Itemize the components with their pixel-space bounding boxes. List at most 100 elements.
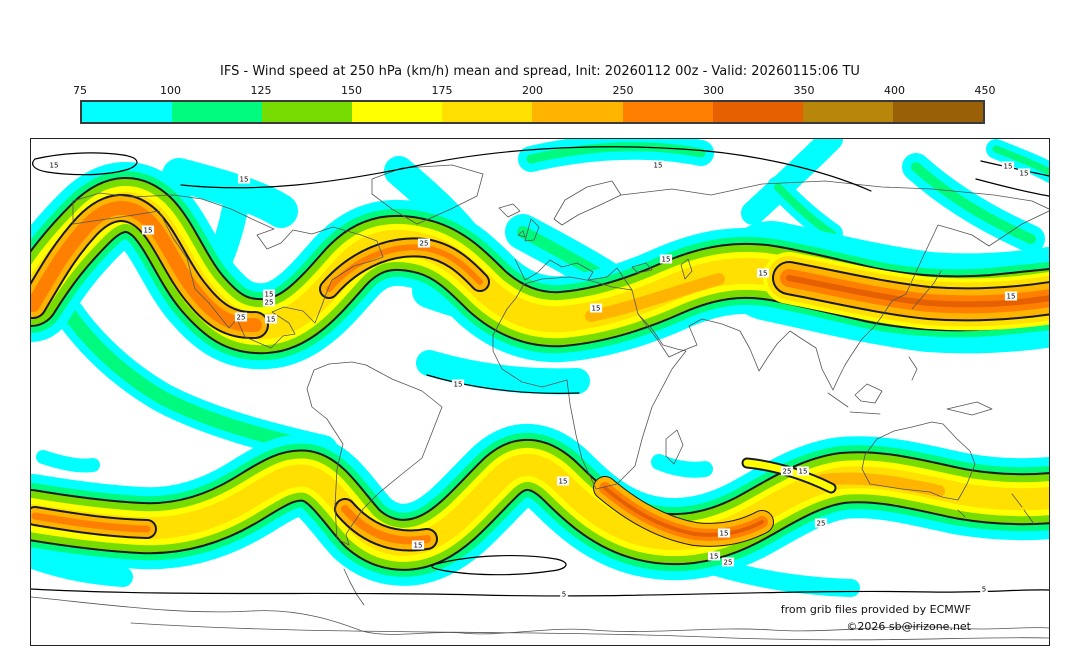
contour-label-box <box>47 160 61 170</box>
coastline <box>861 421 976 501</box>
contour-label-box <box>411 540 425 550</box>
contour-label-box <box>980 584 988 594</box>
wind-speed-band <box>585 273 725 322</box>
spread-contour-line <box>431 554 567 576</box>
coastline <box>911 270 942 310</box>
coastline <box>1023 509 1035 525</box>
colorbar-tick-labels: 75 100 125 150 175 200 250 300 350 400 450 <box>73 84 996 98</box>
coastline <box>306 361 443 546</box>
contour-label-box <box>556 476 570 486</box>
contour-label: 15 <box>559 478 568 486</box>
spread-contour-line <box>426 374 580 394</box>
wind-speed-band <box>911 162 1036 244</box>
contour-label-box <box>1017 168 1031 178</box>
colorbar-segment <box>82 102 173 122</box>
contour-label: 15 <box>240 176 249 184</box>
spread-contour-line <box>975 178 1049 197</box>
contour-label: 15 <box>799 468 808 476</box>
wind-speed-band <box>416 350 590 395</box>
contour-label-box <box>796 466 810 476</box>
coastline <box>957 509 966 518</box>
contour-label: 25 <box>783 468 792 476</box>
coastline <box>680 258 693 280</box>
coastline <box>130 622 1049 641</box>
contour-label-box <box>264 314 278 324</box>
colorbar-segment <box>532 102 623 122</box>
contour-label-box <box>237 174 251 184</box>
coastline <box>514 258 633 291</box>
contour-label-box <box>141 225 155 235</box>
contour-label-box <box>721 557 735 567</box>
contour-label-box <box>1001 161 1015 171</box>
contour-label: 15 <box>1004 163 1013 171</box>
wind-speed-band <box>651 454 713 478</box>
contour-label: 25 <box>420 240 429 248</box>
contour-label: 15 <box>654 162 663 170</box>
coastline <box>517 230 526 238</box>
coastline <box>1011 493 1023 508</box>
colorbar-tick: 175 <box>431 84 453 97</box>
contour-label-box <box>717 528 731 538</box>
wind-speed-colorbar: 75 100 125 150 175 200 250 300 350 400 450 <box>73 84 996 124</box>
colorbar-segment <box>622 102 713 122</box>
colorbar-segment <box>712 102 803 122</box>
wind-speed-band <box>31 512 151 533</box>
contour-label: 15 <box>662 256 671 264</box>
wind-speed-band <box>46 280 330 457</box>
credits-source: from grib files provided by ECMWF <box>780 603 971 616</box>
wind-speed-band <box>992 145 1049 176</box>
contour-label-box <box>651 160 665 170</box>
credits: from grib files provided by ECMWF ©2026 … <box>781 601 971 635</box>
contour-label: 15 <box>1007 293 1016 301</box>
colorbar-segments <box>80 100 985 124</box>
contour-label: 25 <box>817 520 826 528</box>
chart-title: IFS - Wind speed at 250 hPa (km/h) mean … <box>220 64 860 79</box>
colorbar-segment <box>262 102 353 122</box>
contour-label: 15 <box>454 381 463 389</box>
coastline <box>492 276 687 490</box>
coastline <box>827 392 849 408</box>
wind-speed-band <box>603 486 764 537</box>
contour-label-box <box>589 303 603 313</box>
contour-label-box <box>780 466 794 476</box>
colorbar-tick: 200 <box>522 84 543 97</box>
colorbar-tick: 300 <box>703 84 724 97</box>
spread-contour-line <box>180 146 872 192</box>
coastline <box>854 383 883 404</box>
colorbar-tick: 100 <box>160 84 181 97</box>
wind-speed-band <box>326 244 483 292</box>
contour-label: 15 <box>720 530 729 538</box>
contour-label-box <box>659 254 673 264</box>
contour-label: 5 <box>562 591 566 599</box>
colorbar-segment <box>442 102 533 122</box>
wind-speed-band <box>774 183 836 238</box>
wind-speed-band <box>786 275 1049 308</box>
contour-label-box <box>756 268 770 278</box>
wind-speed-band <box>817 472 945 497</box>
wind-speed-band <box>31 549 133 587</box>
contour-label: 15 <box>267 316 276 324</box>
contour-label-box <box>1004 291 1018 301</box>
contour-label: 15 <box>592 305 601 313</box>
contour-label-box <box>814 518 828 528</box>
contour-label-box <box>234 312 248 322</box>
coastline <box>72 192 384 349</box>
coastline <box>665 429 684 465</box>
contour-label: 15 <box>1020 170 1029 178</box>
coastline <box>849 411 881 415</box>
contour-label-box <box>707 551 721 561</box>
coastline <box>498 203 521 218</box>
coastline <box>524 218 540 242</box>
coastline <box>31 596 1049 635</box>
contour-label: 25 <box>265 299 274 307</box>
contour-label: 25 <box>237 314 246 322</box>
world-map-frame: 15 15 15 15 25 25 15 25 15 15 15 15 15 15 15 15 15 15 15 25… <box>30 138 1050 646</box>
colorbar-tick: 75 <box>73 84 87 97</box>
coastline <box>553 180 622 226</box>
coastline <box>343 568 365 606</box>
coastline <box>946 401 993 416</box>
spread-contour-line <box>32 152 138 176</box>
colorbar-tick: 450 <box>974 84 996 97</box>
